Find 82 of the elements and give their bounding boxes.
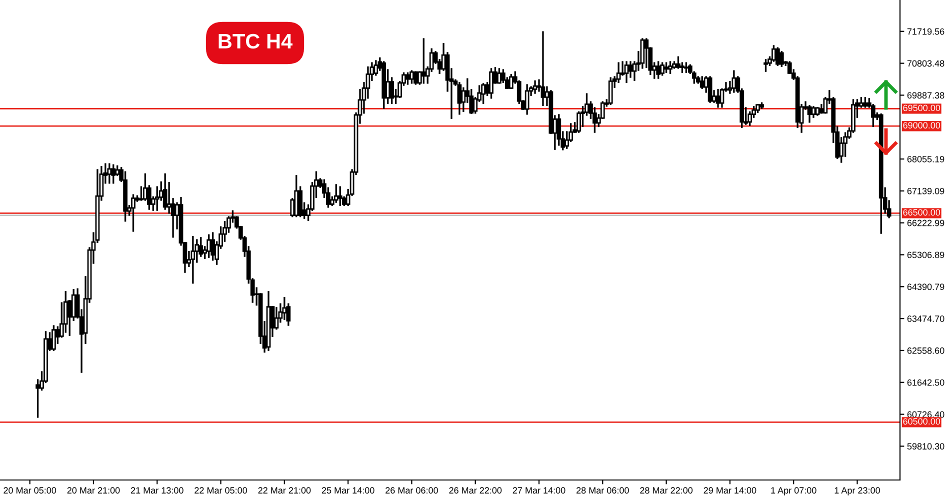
candlestick <box>131 194 136 232</box>
candlestick <box>664 62 668 73</box>
candlestick <box>532 80 538 94</box>
y-tick-label: 59810.30 <box>907 443 944 450</box>
x-tick-label: 21 Mar 13:00 <box>130 487 184 494</box>
text: BTC H4 <box>218 34 293 49</box>
candlestick <box>334 184 338 203</box>
y-tick-label: 63474.70 <box>907 316 944 322</box>
candlestick <box>676 56 680 69</box>
candlestick <box>708 76 712 103</box>
candlestick <box>36 379 40 418</box>
candlestick <box>772 45 776 62</box>
candlestick <box>274 307 279 330</box>
candlestick <box>406 72 410 85</box>
candlestick <box>668 61 672 74</box>
x-tick-label: 1 Apr 23:00 <box>834 487 880 496</box>
candlestick <box>716 89 720 108</box>
y-tick-label: 68055.19 <box>907 156 944 162</box>
ref-line-label: 69000.00 <box>903 122 940 129</box>
ref-line-label: 69500.00 <box>903 104 940 112</box>
ref-line-label: 60500.00 <box>903 418 940 425</box>
candlestick <box>143 173 148 201</box>
candlestick <box>52 325 56 351</box>
y-tick-label: 70803.48 <box>907 60 944 67</box>
x-tick-label: 1 Apr 07:00 <box>771 487 816 496</box>
candlestick <box>338 186 342 206</box>
candlestick <box>282 296 287 320</box>
y-tick-label: 61642.50 <box>907 379 944 386</box>
candlestick <box>863 97 868 108</box>
candlestick <box>107 163 112 184</box>
candlestick <box>524 84 530 115</box>
candlestick <box>807 105 812 123</box>
candlestick <box>732 70 736 93</box>
candlestick <box>540 31 546 106</box>
ref-line-label: 66500.00 <box>903 209 940 216</box>
candlestick <box>421 38 426 84</box>
y-tick-label: 71719.56 <box>907 28 944 35</box>
candlestick <box>162 173 168 210</box>
candlestick <box>190 236 196 284</box>
y-tick-label: 62558.60 <box>907 347 944 354</box>
candlestick <box>660 62 665 76</box>
candlestick <box>481 83 486 104</box>
candlestick <box>700 76 704 89</box>
candlestick <box>390 77 394 104</box>
x-tick-label: 28 Mar 06:00 <box>576 487 629 494</box>
candlestick <box>608 77 613 105</box>
x-tick-label: 27 Mar 14:00 <box>512 487 566 494</box>
candlestick <box>508 74 514 89</box>
x-tick-label: 22 Mar 05:00 <box>194 487 248 494</box>
candlestick <box>624 61 629 84</box>
candlestick <box>489 68 494 99</box>
candlestick <box>497 68 502 84</box>
candlestick <box>859 97 864 108</box>
x-tick-label: 26 Mar 22:00 <box>449 487 502 494</box>
candlestick <box>779 51 784 68</box>
candlestick <box>656 61 661 79</box>
candlestick <box>775 47 780 66</box>
x-tick-label: 20 Mar 05:00 <box>4 487 56 494</box>
candlestick <box>811 106 816 118</box>
x-tick-label: 26 Mar 06:00 <box>386 487 438 494</box>
x-tick-label: 20 Mar 21:00 <box>67 487 120 494</box>
candlestick <box>410 70 414 84</box>
candlestick <box>628 61 633 78</box>
candlestick <box>764 59 768 72</box>
y-tick-label: 65306.89 <box>907 252 944 258</box>
y-tick-label: 67139.09 <box>907 188 944 194</box>
candlestick <box>680 62 684 73</box>
candlestick <box>166 182 172 214</box>
candlestick <box>640 38 645 69</box>
x-tick-label: 28 Mar 22:00 <box>640 487 693 494</box>
candlestick <box>684 62 688 73</box>
y-tick-label: 69887.38 <box>907 92 944 99</box>
candlestick <box>210 232 216 261</box>
y-tick-label: 66222.99 <box>907 220 944 226</box>
candlestick <box>111 164 116 184</box>
candlestick <box>414 71 418 85</box>
x-tick-label: 29 Mar 14:00 <box>704 487 756 494</box>
y-tick-label: 64390.79 <box>907 284 944 290</box>
candlestick <box>206 234 212 258</box>
x-tick-label: 22 Mar 21:00 <box>258 487 311 494</box>
x-tick-label: 25 Mar 14:00 <box>322 487 374 494</box>
y-tick-label: 60726.40 <box>907 411 944 418</box>
